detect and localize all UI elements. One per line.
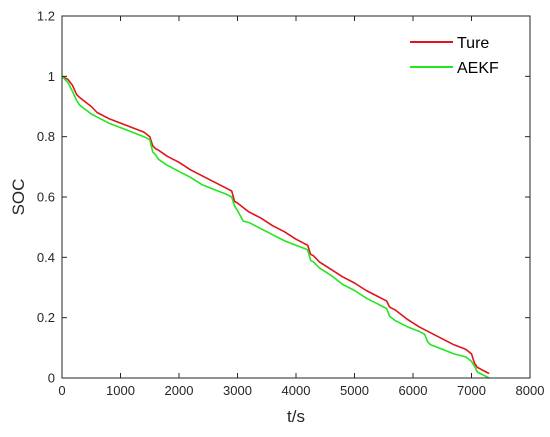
series-line-aekf — [61, 75, 490, 379]
x-tick-label: 3000 — [223, 383, 252, 398]
x-tick-label: 5000 — [340, 383, 369, 398]
x-axis-label: t/s — [287, 407, 305, 426]
y-axis-label: SOC — [9, 179, 28, 216]
y-tick-label: 0.2 — [37, 310, 55, 325]
x-tick-label: 7000 — [457, 383, 486, 398]
y-tick-label: 1 — [48, 69, 55, 84]
series-layer — [61, 75, 490, 379]
plot-area — [62, 16, 530, 378]
x-tick-label: 4000 — [282, 383, 311, 398]
x-tick-label: 8000 — [516, 383, 545, 398]
x-tick-label: 6000 — [399, 383, 428, 398]
legend: Ture AEKF — [410, 35, 499, 77]
series-line-ture — [61, 75, 490, 375]
legend-label-ture: Ture — [457, 35, 489, 52]
x-tick-label: 1000 — [106, 383, 135, 398]
y-tick-label: 0.6 — [37, 190, 55, 205]
legend-label-aekf: AEKF — [457, 60, 499, 77]
x-tick-label: 0 — [58, 383, 65, 398]
x-tick-label: 2000 — [165, 383, 194, 398]
y-tick-label: 0 — [48, 371, 55, 386]
y-tick-label: 1.2 — [37, 9, 55, 24]
y-tick-label: 0.8 — [37, 129, 55, 144]
y-tick-label: 0.4 — [37, 250, 55, 265]
ticks-layer: 0 1000 2000 3000 4000 5000 6000 7000 8000 0 0.2 0.4… — [37, 9, 545, 399]
